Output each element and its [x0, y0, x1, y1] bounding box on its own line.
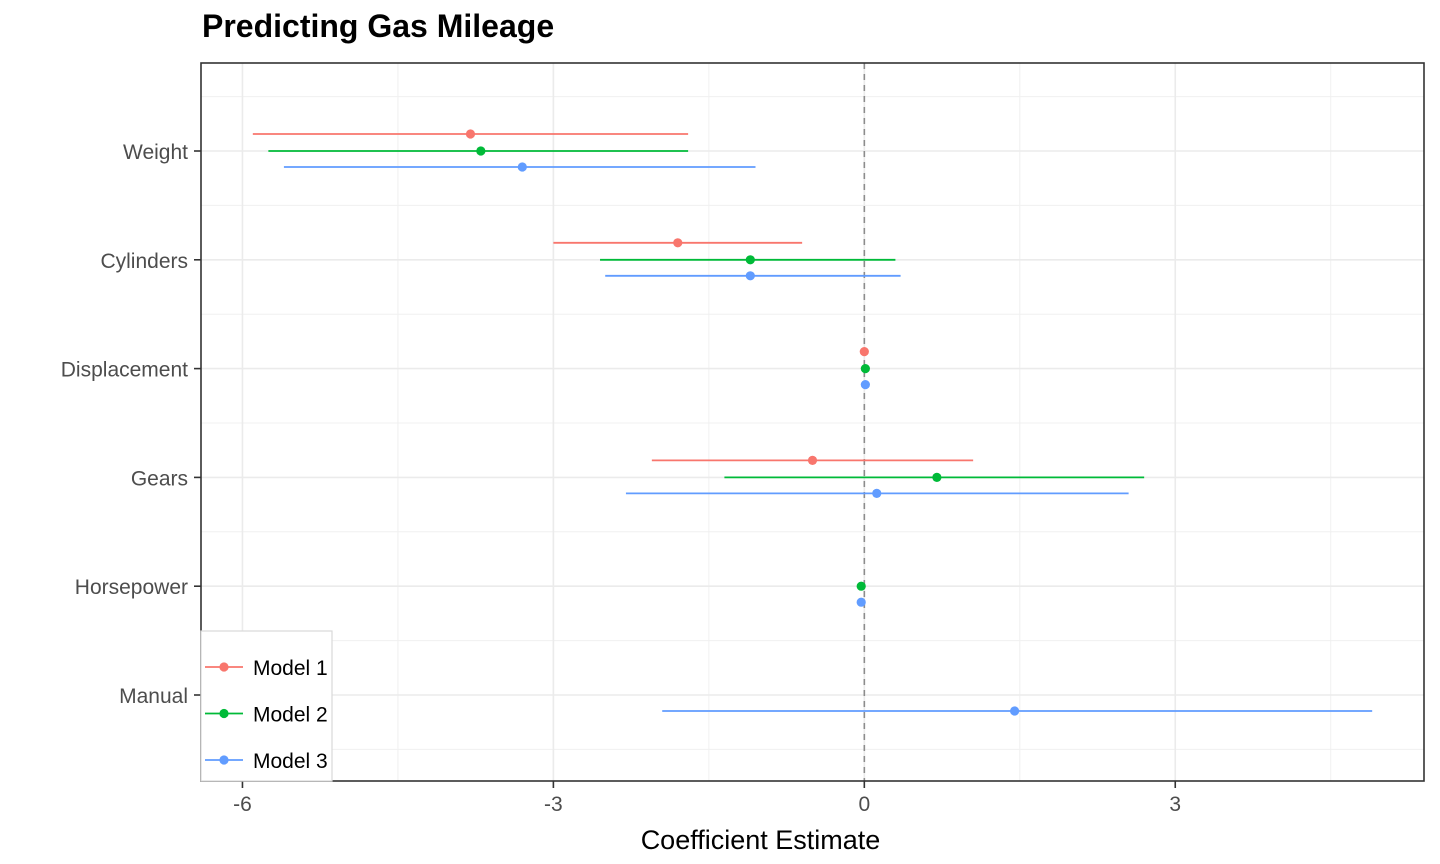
legend-key-point [219, 755, 229, 765]
estimate-point-cylinders-model-3 [745, 271, 755, 281]
x-axis-title: Coefficient Estimate [641, 825, 881, 855]
x-tick-label: -3 [544, 793, 563, 816]
x-tick-label: -6 [233, 793, 252, 816]
legend-label: Model 1 [253, 657, 328, 680]
estimate-point-manual-model-3 [1010, 706, 1020, 716]
estimate-point-horsepower-model-3 [856, 597, 866, 607]
data-marks [252, 129, 1373, 716]
x-tick-label: 0 [858, 793, 870, 816]
estimate-point-weight-model-2 [476, 146, 486, 156]
estimate-point-gears-model-2 [932, 472, 942, 482]
y-tick-label: Gears [131, 467, 188, 490]
y-tick-label: Horsepower [75, 576, 188, 599]
legend-label: Model 3 [253, 750, 328, 773]
estimate-point-gears-model-3 [872, 488, 882, 498]
estimate-point-weight-model-3 [517, 162, 527, 172]
estimate-point-horsepower-model-2 [856, 581, 866, 591]
legend: Model 1 Model 2 Model 3 [200, 630, 333, 782]
estimate-point-weight-model-1 [465, 129, 476, 139]
legend-label: Model 2 [253, 704, 328, 727]
axes: -6 -3 0 3 Weight Cylinders Displacement Gears Ho… [61, 141, 1181, 816]
x-tick-label: 3 [1169, 793, 1181, 816]
legend-key-point [219, 662, 229, 672]
estimate-point-cylinders-model-2 [745, 255, 755, 265]
plot-panel-border [200, 62, 1425, 782]
y-tick-label: Cylinders [100, 250, 188, 273]
y-tick-label: Manual [119, 685, 188, 708]
estimate-point-gears-model-1 [807, 455, 818, 465]
y-tick-label: Weight [123, 141, 188, 164]
estimate-point-displacement-model-3 [860, 380, 870, 390]
estimate-point-cylinders-model-1 [673, 238, 683, 248]
y-tick-label: Displacement [61, 359, 188, 382]
estimate-point-displacement-model-1 [859, 347, 869, 357]
grid-lines [201, 63, 1424, 781]
chart-title: Predicting Gas Mileage [202, 8, 555, 44]
estimate-point-displacement-model-2 [860, 364, 870, 374]
legend-key-point [219, 708, 229, 719]
